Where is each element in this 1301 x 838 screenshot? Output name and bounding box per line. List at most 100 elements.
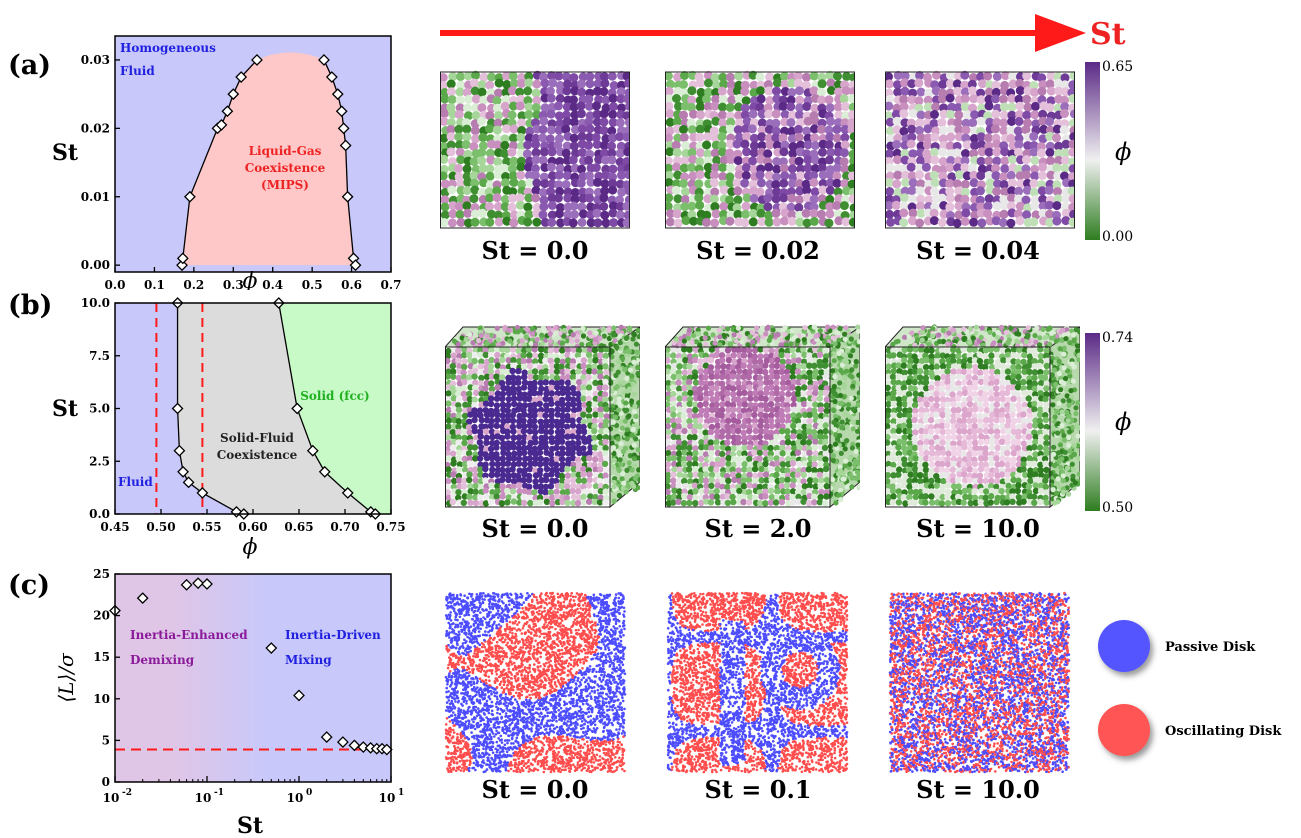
chart-c-ytick: 25 xyxy=(93,568,110,581)
chart-a-point xyxy=(251,54,263,66)
chart-a-xtick: 0.2 xyxy=(183,278,204,290)
chart-a-mips-label-2: Coexistence xyxy=(245,161,326,175)
chart-b-ytick: 7.5 xyxy=(89,349,110,363)
caption-b-1: St = 2.0 xyxy=(663,514,853,543)
chart-c-frame xyxy=(114,573,392,783)
chart-c-xtick: 10 xyxy=(287,791,304,805)
chart-c-xtick-exponent: 0 xyxy=(306,788,312,798)
chart-a-point xyxy=(331,88,344,101)
chart-c-point xyxy=(180,578,193,591)
panel-letter-b: (b) xyxy=(8,290,52,321)
chart-c-point xyxy=(380,743,393,756)
chart-b-ylabel: St xyxy=(52,396,79,422)
caption-a-1: St = 0.02 xyxy=(663,236,853,265)
chart-a-point xyxy=(341,190,354,203)
legend-oscillating-disk-icon xyxy=(1098,704,1150,756)
chart-c-point xyxy=(293,689,305,702)
chart-a-point xyxy=(235,71,248,83)
chart-a-point xyxy=(318,54,330,66)
chart-a-xtick: 0.0 xyxy=(105,278,126,290)
colorbar-a: 0.65 0.00 ϕ xyxy=(1085,59,1133,245)
chart-b-point xyxy=(341,486,354,499)
chart-c-ytick: 20 xyxy=(93,609,110,623)
chart-a-frame xyxy=(114,35,392,273)
colorbar-b-bar xyxy=(1085,333,1100,511)
chart-c-ytick: 10 xyxy=(93,692,110,706)
chart-c-ytick: 15 xyxy=(93,650,110,664)
chart-b-point xyxy=(177,465,189,478)
chart-a-xtick: 0.6 xyxy=(341,278,362,290)
chart-b-point xyxy=(291,402,304,415)
chart-b-fluid-label: Fluid xyxy=(118,475,153,489)
chart-c-xtick-exponent: -2 xyxy=(122,788,132,798)
snapshot-a-st-0-0 xyxy=(440,70,630,229)
chart-a-point xyxy=(183,190,196,203)
chart-c-left-label-1: Inertia-Enhanced xyxy=(130,628,248,642)
chart-b-solid-region xyxy=(278,303,391,514)
colorbar-b: 0.74 0.50 ϕ xyxy=(1085,330,1133,516)
chart-a-ytick: 0.00 xyxy=(81,258,110,272)
chart-b-point xyxy=(196,486,209,499)
snapshot-c-st-10-0 xyxy=(888,591,1071,774)
chart-a-point xyxy=(325,71,338,83)
chart-a-point xyxy=(349,259,362,272)
colorbar-a-bar xyxy=(1085,62,1100,240)
colorbar-b-symbol: ϕ xyxy=(1115,408,1131,436)
chart-b-point xyxy=(182,476,195,489)
caption-c-2: St = 10.0 xyxy=(883,775,1073,804)
chart-b-xlabel: ϕ xyxy=(243,535,258,560)
chart-a-mips-label-1: Liquid-Gas xyxy=(249,144,322,158)
legend-c: Passive Disk Oscillating Disk xyxy=(1098,620,1282,756)
chart-c-right-label-2: Mixing xyxy=(285,653,332,667)
legend-passive-disk-icon xyxy=(1098,620,1150,672)
chart-a-ytick: 0.03 xyxy=(81,53,110,67)
chart-b-boundary-line xyxy=(176,303,244,515)
colorbar-b-min: 0.50 xyxy=(1102,500,1133,516)
chart-a-xtick: 0.5 xyxy=(302,278,323,290)
chart-c-point xyxy=(265,642,278,654)
chart-c-ytick: 0 xyxy=(102,775,110,789)
colorbar-a-symbol: ϕ xyxy=(1115,138,1131,166)
chart-a-point xyxy=(176,252,189,265)
snapshot-b-st-10-0 xyxy=(885,324,1080,509)
chart-b-xtick: 0.55 xyxy=(192,520,221,534)
chart-a-xtick: 0.1 xyxy=(144,278,165,290)
chart-a-mips-label-3: (MIPS) xyxy=(261,178,309,192)
snapshot-c-st-0-1 xyxy=(666,591,849,774)
caption-b-0: St = 0.0 xyxy=(440,514,630,543)
chart-b-ytick: 10.0 xyxy=(81,296,110,310)
chart-b-point xyxy=(173,444,186,457)
chart-a-ytick: 0.01 xyxy=(81,190,110,204)
chart-b-coex-label-2: Coexistence xyxy=(217,448,298,462)
chart-a-fluid-label-1: Homogeneous xyxy=(120,41,216,55)
chart-c-left-label-2: Demixing xyxy=(130,653,195,667)
chart-a-point xyxy=(339,139,352,152)
chart-a-xtick: 0.7 xyxy=(381,278,402,290)
caption-b-2: St = 10.0 xyxy=(883,514,1073,543)
chart-a-xlabel: ϕ xyxy=(243,269,258,290)
chart-a-point xyxy=(335,105,348,118)
chart-c-ylabel: ⟨L⟩/σ xyxy=(54,652,78,703)
chart-c-right-label-1: Inertia-Driven xyxy=(285,628,381,642)
chart-c-point xyxy=(348,739,361,752)
chart-b-point xyxy=(306,444,319,457)
chart-b-ytick: 2.5 xyxy=(89,454,110,468)
panel-letter-a: (a) xyxy=(8,50,51,81)
chart-a-ytick: 0.02 xyxy=(81,121,110,135)
chart-a-point xyxy=(221,105,234,118)
chart-a-point xyxy=(227,88,240,101)
chart-c-xtick: 10 xyxy=(379,791,396,805)
legend-passive-disk-label: Passive Disk xyxy=(1165,640,1256,655)
chart-a-ylabel: St xyxy=(52,140,79,166)
chart-b-xtick: 0.45 xyxy=(100,520,129,534)
chart-b-coexistence-region xyxy=(177,303,376,514)
chart-a-mips-region xyxy=(182,52,356,266)
colorbar-b-max: 0.74 xyxy=(1102,330,1133,346)
caption-a-2: St = 0.04 xyxy=(883,236,1073,265)
chart-a-fluid-label-2: Fluid xyxy=(120,64,155,78)
chart-c-point xyxy=(192,577,205,590)
chart-c-point xyxy=(201,578,213,590)
chart-c-point xyxy=(320,731,333,743)
chart-c-xlabel: St xyxy=(237,813,264,836)
